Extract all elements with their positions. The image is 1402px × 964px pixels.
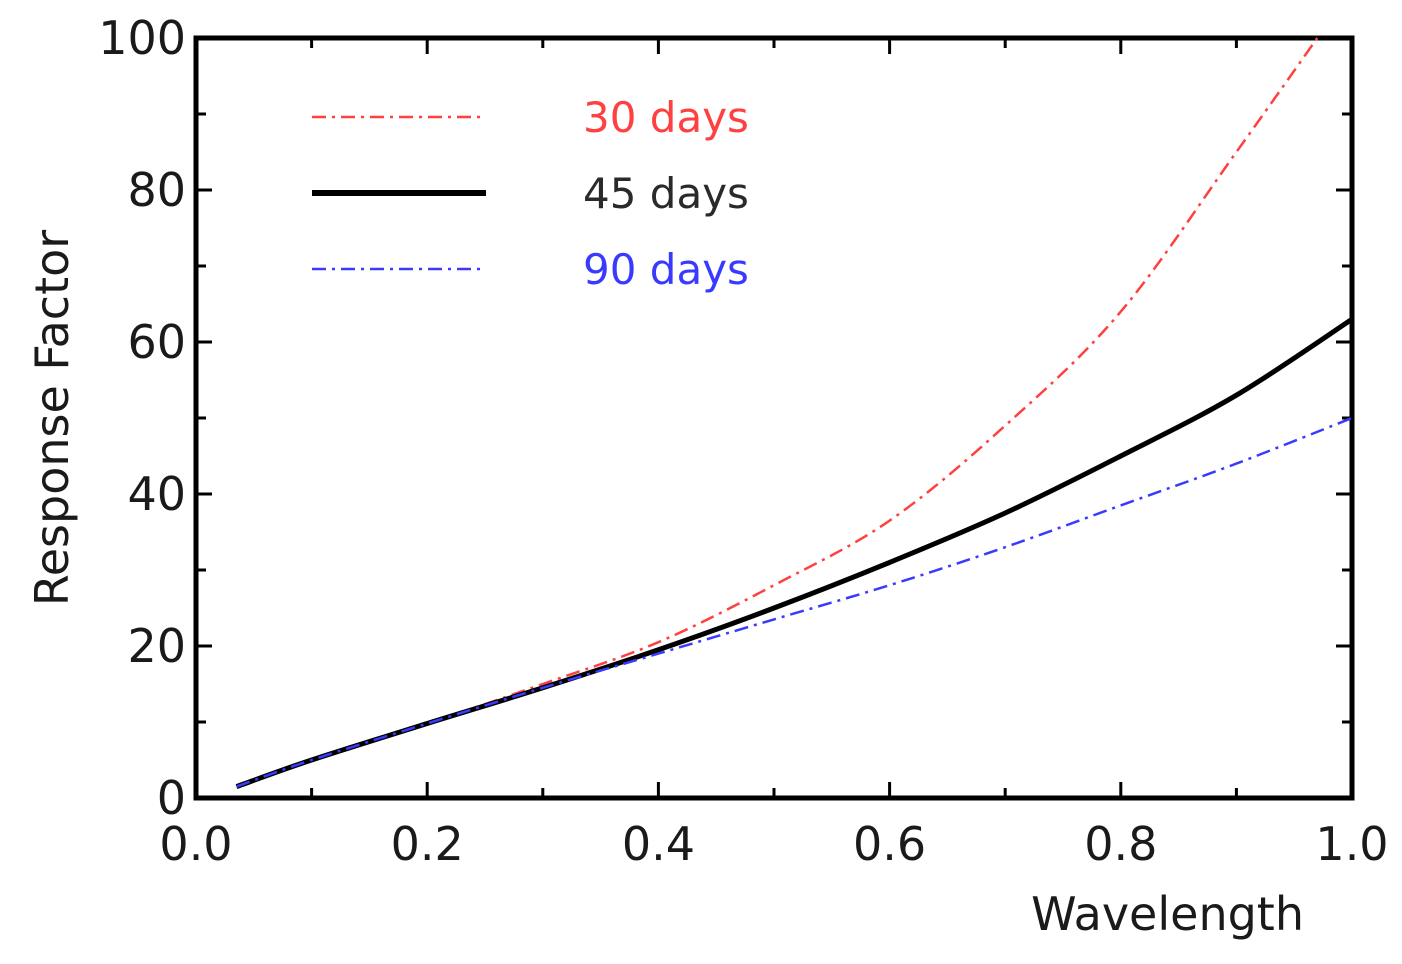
series-line-30-days [236, 37, 1319, 788]
axis-tick-labels: 0.0 0.2 0.4 0.6 0.8 1.0 0 20 40 60 80 100 [98, 11, 1388, 871]
x-tick-label: 0.0 [159, 817, 232, 871]
series-line-45-days [235, 317, 1354, 789]
y-tick-label: 0 [157, 771, 186, 825]
series-group [235, 37, 1354, 789]
y-tick-label: 60 [127, 315, 186, 369]
x-tick-label: 0.6 [853, 817, 926, 871]
x-tick-label: 1.0 [1315, 817, 1388, 871]
x-tick-label: 0.4 [622, 817, 695, 871]
legend-label: 45 days [583, 169, 749, 218]
x-tick-label: 0.8 [1084, 817, 1157, 871]
legend-label: 30 days [583, 93, 749, 142]
y-tick-label: 20 [127, 619, 186, 673]
axis-ticks [194, 36, 1354, 800]
legend-label: 90 days [583, 245, 749, 294]
y-tick-label: 40 [127, 467, 186, 521]
x-axis-label: Wavelength [1031, 887, 1304, 941]
plot-frame [193, 35, 1355, 801]
y-tick-label: 80 [127, 163, 186, 217]
y-tick-label: 100 [98, 11, 186, 65]
legend: 30 days 45 days 90 days [312, 93, 749, 294]
x-tick-label: 0.2 [391, 817, 464, 871]
y-axis-label: Response Factor [25, 230, 79, 606]
series-line-90-days [236, 416, 1353, 788]
